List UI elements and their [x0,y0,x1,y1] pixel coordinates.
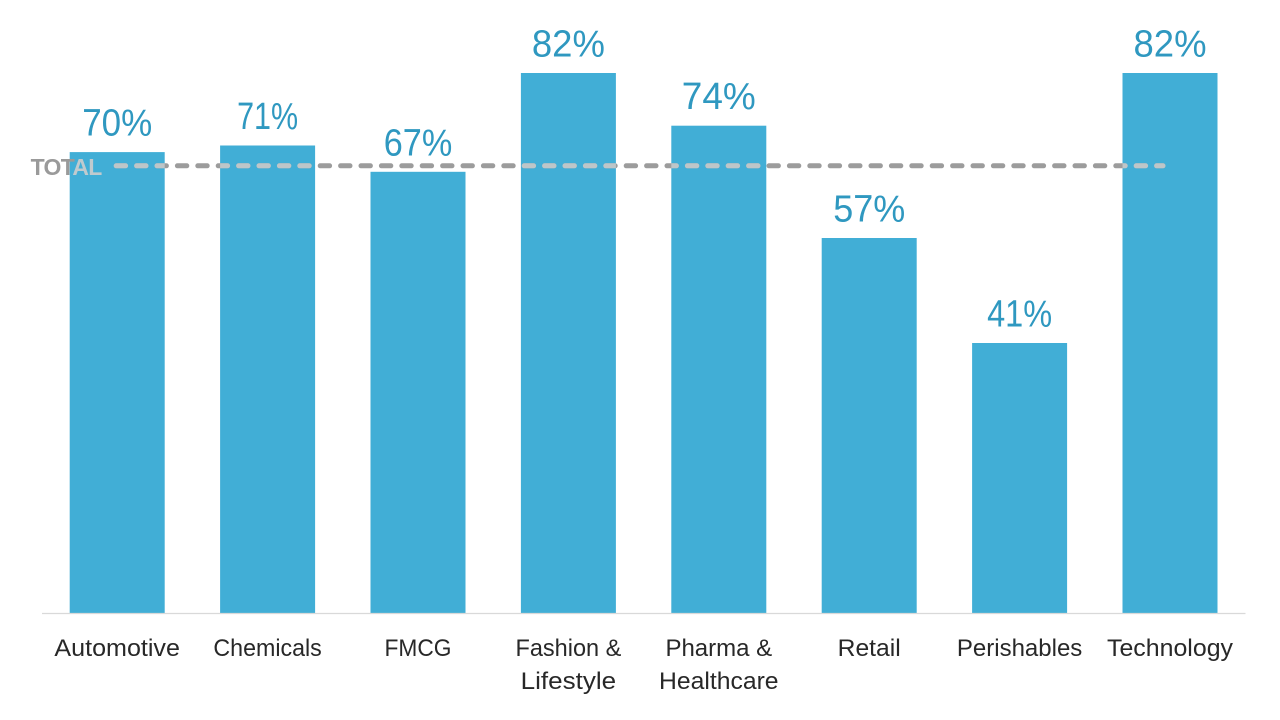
svg-text:71%: 71% [237,96,298,138]
svg-text:82%: 82% [1134,24,1207,66]
svg-text:Chemicals: Chemicals [213,635,321,662]
svg-text:82%: 82% [532,24,605,66]
svg-text:Automotive: Automotive [54,635,180,662]
svg-text:Lifestyle: Lifestyle [521,668,617,695]
svg-text:Healthcare: Healthcare [659,668,779,695]
svg-text:FMCG: FMCG [385,635,452,662]
svg-text:41%: 41% [987,294,1052,336]
svg-text:74%: 74% [682,76,756,118]
svg-text:Retail: Retail [838,635,901,662]
svg-text:Technology: Technology [1107,635,1233,662]
svg-text:Pharma &: Pharma & [665,635,772,662]
svg-text:67%: 67% [384,122,453,164]
svg-text:Perishables: Perishables [957,635,1082,662]
svg-text:TOTAL: TOTAL [31,154,103,180]
svg-text:70%: 70% [82,103,152,145]
svg-text:57%: 57% [833,189,905,231]
svg-text:Fashion &: Fashion & [516,635,622,662]
